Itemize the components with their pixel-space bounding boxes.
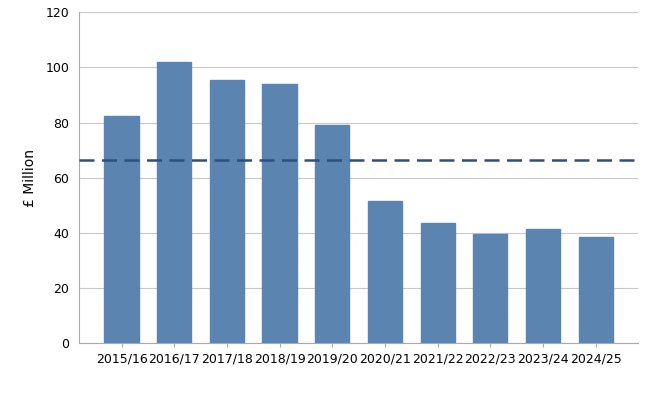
Bar bbox=[157, 62, 191, 343]
Bar bbox=[368, 201, 402, 343]
Bar bbox=[578, 237, 613, 343]
Bar bbox=[105, 116, 139, 343]
Bar bbox=[473, 234, 507, 343]
Y-axis label: £ Million: £ Million bbox=[23, 149, 37, 207]
Bar bbox=[420, 223, 455, 343]
Bar bbox=[315, 125, 349, 343]
Bar bbox=[263, 84, 297, 343]
Bar bbox=[526, 229, 560, 343]
Bar bbox=[210, 80, 244, 343]
